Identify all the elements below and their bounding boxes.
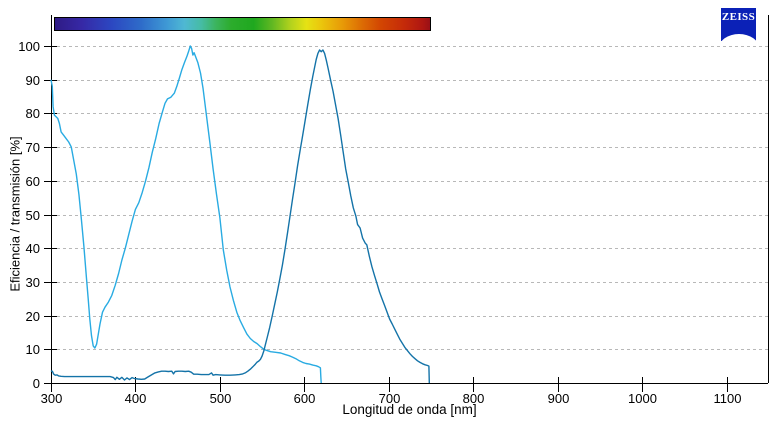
zeiss-logo-lens-shape xyxy=(721,34,756,41)
zeiss-logo-text: ZEISS xyxy=(721,11,756,23)
x-tick-label-800: 800 xyxy=(463,391,485,406)
y-tick-label-0: 0 xyxy=(33,376,40,391)
y-tick-label-10: 10 xyxy=(26,342,40,357)
y-tick-label-50: 50 xyxy=(26,208,40,223)
x-tick-label-900: 900 xyxy=(548,391,570,406)
y-tick-label-40: 40 xyxy=(26,241,40,256)
y-axis-title: Eficiencia / transmisión [%] xyxy=(7,136,23,292)
x-tick-label-600: 600 xyxy=(294,391,316,406)
y-tick-label-90: 90 xyxy=(26,73,40,88)
y-tick-label-70: 70 xyxy=(26,140,40,155)
y-tick-label-30: 30 xyxy=(26,275,40,290)
x-axis-title: Longitud de onda [nm] xyxy=(342,402,477,417)
zeiss-logo: ZEISS xyxy=(721,8,756,41)
x-tick-label-500: 500 xyxy=(210,391,232,406)
x-tick-label-400: 400 xyxy=(125,391,147,406)
x-tick-label-1100: 1100 xyxy=(714,391,742,406)
y-tick-label-20: 20 xyxy=(26,309,40,324)
x-tick-label-300: 300 xyxy=(41,391,63,406)
x-tick-label-1000: 1000 xyxy=(628,391,657,406)
spectrum-color-bar xyxy=(54,17,431,31)
y-tick-label-80: 80 xyxy=(26,106,40,121)
x-tick-label-700: 700 xyxy=(379,391,401,406)
curve-dark-blue-peak-618nm xyxy=(50,49,430,384)
y-tick-label-100: 100 xyxy=(18,39,40,54)
y-tick-label-60: 60 xyxy=(26,174,40,189)
curve-light-blue-peak-467nm xyxy=(50,45,322,384)
